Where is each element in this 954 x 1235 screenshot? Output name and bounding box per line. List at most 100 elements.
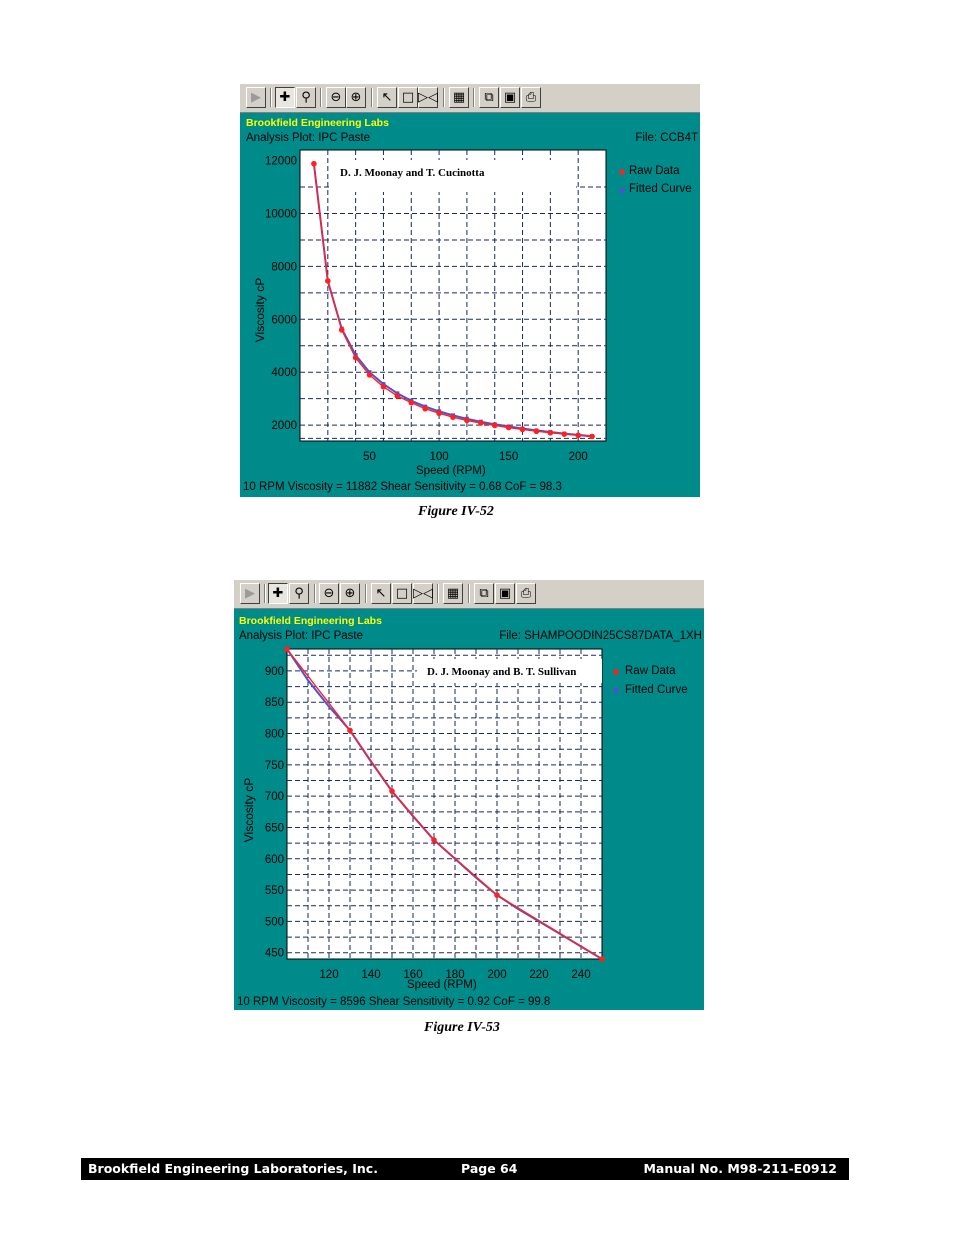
plot-area	[299, 149, 607, 442]
legend-raw-marker	[613, 669, 619, 675]
play-icon[interactable]: ▶	[240, 583, 260, 604]
x-tick-label: 180	[445, 969, 464, 981]
app-title: Brookfield Engineering Labs	[239, 615, 382, 627]
y-tick-label: 550	[265, 885, 284, 897]
raw-data-point	[408, 399, 415, 406]
raw-data-point	[380, 383, 387, 390]
analysis-plot-label: Analysis Plot: IPC Paste	[239, 630, 363, 642]
raw-data-point	[366, 372, 373, 378]
x-axis-title: Speed (RPM)	[407, 979, 477, 991]
fit-icon[interactable]: ▷◁	[418, 87, 438, 108]
copy-icon[interactable]: ⧉	[479, 87, 499, 108]
save-icon[interactable]: ▣	[495, 583, 515, 604]
y-tick-label: 12000	[265, 156, 297, 168]
x-axis-title: Speed (RPM)	[416, 465, 486, 477]
plot-area	[286, 648, 603, 960]
raw-data-point	[464, 417, 470, 424]
raw-data-point	[505, 424, 512, 431]
pointer-icon[interactable]: ↖	[371, 583, 391, 604]
status-line: 10 RPM Viscosity = 11882 Shear Sensitivi…	[243, 481, 562, 493]
zoom-box-icon[interactable]: ⚲	[296, 87, 316, 108]
x-tick-label: 240	[571, 969, 590, 981]
file-label: File: SHAMPOODIN25CS87DATA_1XH	[499, 630, 702, 642]
legend-fitted-marker	[619, 188, 625, 193]
copy-icon[interactable]: ⧉	[474, 583, 494, 604]
y-tick-label: 6000	[271, 314, 297, 326]
print-icon[interactable]: ⎙	[516, 583, 536, 604]
select-box-icon[interactable]: □	[392, 583, 412, 604]
y-tick-label: 650	[265, 822, 284, 834]
plot-label-box	[330, 160, 576, 192]
raw-data-point	[422, 405, 428, 412]
app-title: Brookfield Engineering Labs	[246, 117, 389, 129]
y-tick-label: 2000	[271, 420, 297, 432]
properties-icon[interactable]: ▦	[449, 87, 469, 108]
figure-caption: Figure IV-52	[418, 504, 494, 519]
print-icon[interactable]: ⎙	[521, 87, 541, 108]
legend-raw-marker	[619, 169, 625, 175]
raw-data-point	[561, 431, 568, 437]
save-icon[interactable]: ▣	[500, 87, 520, 108]
viscosity-chart-iv-53: D. J. Moonay and B. T. Sullivan 120 140 160…	[265, 646, 619, 981]
legend-fitted-marker	[613, 688, 619, 693]
raw-data-point	[325, 278, 331, 284]
status-line: 10 RPM Viscosity = 8596 Shear Sensitivit…	[237, 996, 551, 1008]
raw-data-point	[547, 429, 554, 436]
raw-data-point	[338, 327, 345, 333]
y-tick-label: 800	[265, 729, 284, 741]
plot-label-box	[417, 659, 602, 683]
raw-data-point	[284, 646, 290, 652]
x-tick-label: 200	[487, 969, 506, 981]
y-tick-label: 500	[265, 916, 284, 928]
analysis-plot-label: Analysis Plot: IPC Paste	[246, 132, 370, 144]
pointer-icon[interactable]: ↖	[377, 87, 397, 108]
raw-data-point	[352, 354, 359, 361]
x-tick-label: 220	[529, 969, 548, 981]
select-box-icon[interactable]: □	[398, 87, 418, 108]
zoom-in-icon[interactable]: ⊕	[340, 583, 360, 604]
legend-fitted-label: Fitted Curve	[629, 183, 692, 195]
raw-data-point	[394, 393, 401, 399]
y-tick-label: 8000	[271, 261, 297, 273]
y-tick-label: 600	[265, 854, 284, 866]
figure-caption: Figure IV-53	[424, 1020, 500, 1035]
raw-data-point	[599, 956, 605, 962]
x-tick-label: 140	[361, 969, 380, 981]
raw-data-point	[347, 727, 353, 734]
raw-data-point	[450, 414, 456, 420]
viscosity-chart-iv-52: D. J. Moonay and T. Cucinotta 50 100 150 200…	[265, 149, 625, 463]
legend-raw-label: Raw Data	[629, 165, 680, 177]
raw-data-point	[436, 410, 442, 417]
y-tick-label: 4000	[271, 367, 297, 379]
y-tick-label: 900	[265, 666, 284, 678]
page-footer: Brookfield Engineering Laboratories, Inc…	[81, 1158, 849, 1180]
legend-raw-label: Raw Data	[625, 665, 676, 677]
zoom-out-icon[interactable]: ⊖	[326, 87, 346, 108]
pan-icon[interactable]: ✚	[268, 583, 288, 604]
x-tick-label: 160	[403, 969, 422, 981]
zoom-out-icon[interactable]: ⊖	[319, 583, 339, 604]
raw-data-point	[575, 432, 581, 439]
y-tick-label: 700	[265, 791, 284, 803]
x-tick-label: 120	[319, 969, 338, 981]
raw-data-point	[491, 422, 498, 429]
zoom-in-icon[interactable]: ⊕	[346, 87, 366, 108]
y-tick-label: 850	[265, 697, 284, 709]
x-tick-label: 50	[363, 451, 376, 463]
x-tick-label: 200	[569, 451, 588, 463]
properties-icon[interactable]: ▦	[443, 583, 463, 604]
legend-fitted-label: Fitted Curve	[625, 684, 688, 696]
y-tick-label: 450	[265, 948, 284, 960]
plot-label: D. J. Moonay and B. T. Sullivan	[427, 666, 576, 678]
raw-data-point	[389, 788, 395, 794]
raw-data-point	[431, 837, 437, 843]
fit-icon[interactable]: ▷◁	[413, 583, 433, 604]
play-icon[interactable]: ▶	[246, 87, 266, 108]
figure-iv-53-window: ▶ ✚ ⚲ ⊖ ⊕ ↖ □ ▷◁ ▦ ⧉ ▣ ⎙ Brookfield Engi…	[234, 580, 704, 1010]
pan-icon[interactable]: ✚	[275, 87, 295, 108]
footer-page-number: Page 64	[461, 1161, 518, 1176]
footer-manual-number: Manual No. M98-211-E0912	[643, 1161, 837, 1176]
x-tick-label: 100	[429, 451, 448, 463]
zoom-box-icon[interactable]: ⚲	[289, 583, 309, 604]
plot-label: D. J. Moonay and T. Cucinotta	[340, 167, 485, 179]
